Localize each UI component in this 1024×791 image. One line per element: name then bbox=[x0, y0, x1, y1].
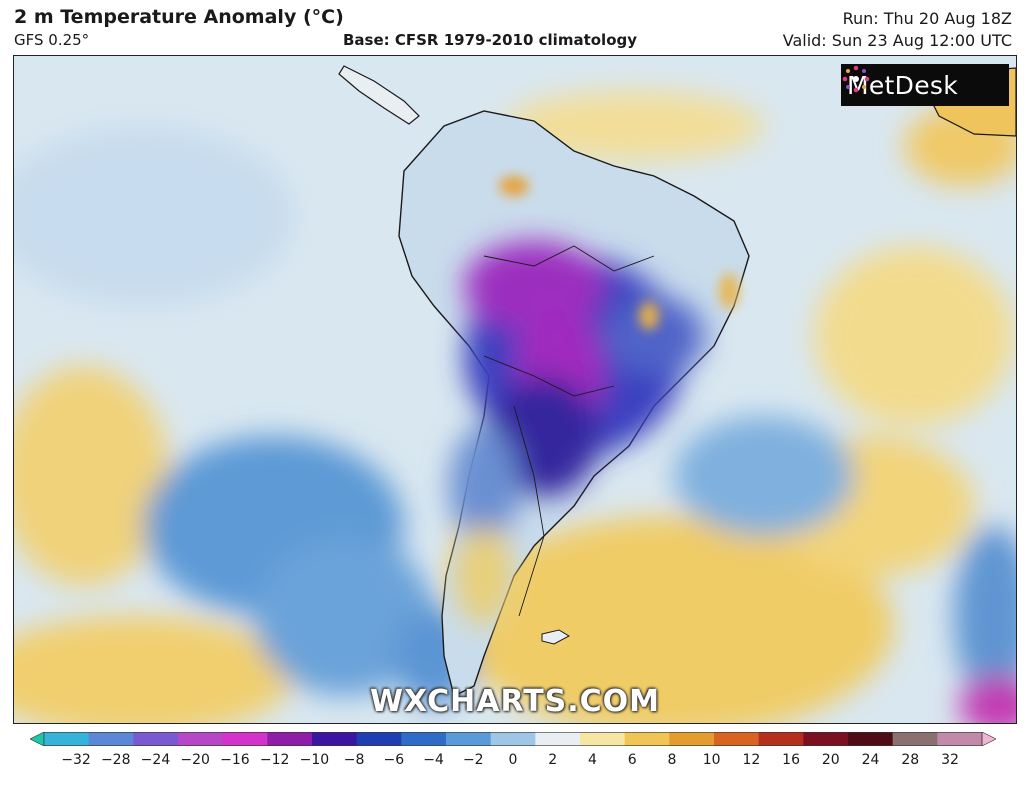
colorbar-tick-label: 20 bbox=[821, 752, 840, 768]
metdesk-logo-text: MetDesk bbox=[847, 70, 958, 100]
colorbar-segment bbox=[848, 732, 894, 746]
colorbar-tick-label: 10 bbox=[702, 752, 721, 768]
anomaly-colorbar bbox=[30, 732, 996, 746]
colorbar-tick-label: 8 bbox=[667, 752, 677, 768]
colorbar-segment bbox=[222, 732, 268, 746]
colorbar-high-extension bbox=[981, 732, 996, 746]
colorbar-segment bbox=[44, 732, 90, 746]
colorbar-segment bbox=[401, 732, 447, 746]
colorbar-tick-label: 6 bbox=[627, 752, 637, 768]
colorbar-segment bbox=[535, 732, 581, 746]
colorbar-tick-label: −10 bbox=[299, 752, 330, 768]
colorbar-ticks: −32 −28 −24 −20 −16 −12 −10 −8 −6 −4 −2 0 2 4 6 8 10 12 16… bbox=[0, 752, 1024, 772]
metdesk-compass-icon bbox=[842, 65, 870, 93]
colorbar-tick-label: 0 bbox=[508, 752, 518, 768]
colorbar-tick-label: −6 bbox=[383, 752, 405, 768]
colorbar-tick-label: 4 bbox=[587, 752, 597, 768]
colorbar-segment bbox=[490, 732, 536, 746]
colorbar-segment bbox=[356, 732, 402, 746]
colorbar-tick-label: −8 bbox=[343, 752, 365, 768]
colorbar-segment bbox=[267, 732, 313, 746]
colorbar-segment bbox=[714, 732, 760, 746]
colorbar-tick-label: −32 bbox=[61, 752, 91, 768]
colorbar-tick-label: −28 bbox=[100, 752, 131, 768]
colorbar-tick-label: 2 bbox=[548, 752, 558, 768]
colorbar-tick-label: −16 bbox=[220, 752, 250, 768]
colorbar-segment bbox=[892, 732, 938, 746]
colorbar-low-extension bbox=[30, 732, 45, 746]
wxcharts-watermark: WXCHARTS.COM bbox=[369, 684, 661, 719]
colorbar-segment bbox=[178, 732, 224, 746]
colorbar-segment bbox=[669, 732, 715, 746]
temperature-anomaly-map: MetDesk WXCHARTS.COM bbox=[13, 55, 1017, 724]
colorbar-segment bbox=[758, 732, 804, 746]
colorbar-tick-label: −2 bbox=[462, 752, 484, 768]
map-canvas bbox=[14, 56, 1016, 723]
chart-title: 2 m Temperature Anomaly (°C) bbox=[14, 6, 344, 28]
colorbar-segment bbox=[88, 732, 134, 746]
colorbar-tick-label: −12 bbox=[259, 752, 290, 768]
colorbar-tick-label: −24 bbox=[140, 752, 171, 768]
base-climatology-label: Base: CFSR 1979-2010 climatology bbox=[343, 31, 638, 49]
colorbar-tick-label: 12 bbox=[742, 752, 761, 768]
colorbar-segment bbox=[580, 732, 626, 746]
colorbar-segment bbox=[446, 732, 492, 746]
colorbar-segment bbox=[624, 732, 670, 746]
model-label: GFS 0.25° bbox=[14, 31, 90, 49]
metdesk-logo: MetDesk bbox=[841, 64, 1009, 106]
colorbar-tick-label: −4 bbox=[423, 752, 444, 768]
colorbar-tick-label: 32 bbox=[941, 752, 959, 768]
colorbar-tick-label: 24 bbox=[861, 752, 880, 768]
colorbar-tick-label: 16 bbox=[782, 752, 800, 768]
colorbar-segment bbox=[312, 732, 358, 746]
run-time-label: Run: Thu 20 Aug 18Z bbox=[842, 9, 1012, 28]
colorbar-tick-label: −20 bbox=[180, 752, 210, 768]
colorbar-segment bbox=[803, 732, 849, 746]
colorbar-segment bbox=[133, 732, 179, 746]
valid-time-label: Valid: Sun 23 Aug 12:00 UTC bbox=[782, 31, 1012, 50]
colorbar-tick-label: 28 bbox=[901, 752, 920, 768]
colorbar-segment bbox=[937, 732, 983, 746]
